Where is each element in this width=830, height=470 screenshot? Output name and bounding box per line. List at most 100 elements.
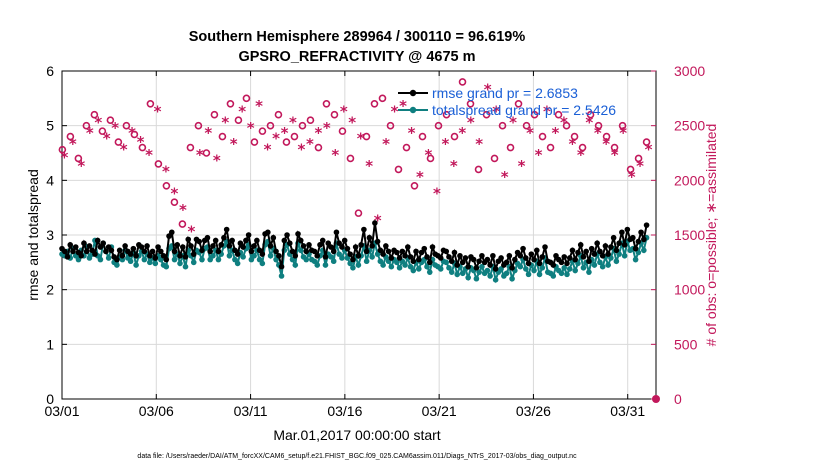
possible-point (146, 100, 155, 108)
possible-point (498, 121, 507, 130)
totalspread-point (330, 258, 337, 265)
rmse-point (399, 248, 406, 255)
assimilated-point: * (399, 97, 407, 115)
legend-rmse-label: rmse grand pr = 2.6853 (432, 85, 578, 101)
assimilated-point: * (619, 124, 627, 142)
y-tick-label: 5 (46, 118, 54, 134)
totalspread-point (550, 273, 557, 279)
assimilated-point: * (425, 146, 433, 164)
rmse-point (506, 252, 513, 259)
rmse-point (212, 237, 219, 244)
totalspread-point (517, 263, 524, 270)
possible-point (242, 94, 251, 103)
rmse-point (597, 248, 603, 255)
rmse-point (402, 252, 408, 259)
totalspread-point (446, 265, 452, 271)
totalspread-point (632, 256, 639, 263)
rmse-point (350, 256, 356, 263)
rmse-point (608, 244, 614, 250)
totalspread-point (328, 254, 334, 260)
totalspread-point (226, 252, 233, 259)
totalspread-point (415, 266, 422, 272)
rmse-point (94, 237, 101, 244)
totalspread-point (240, 254, 246, 260)
assimilated-point: * (204, 124, 212, 142)
rmse-point (490, 252, 496, 259)
rmse-point (577, 242, 584, 248)
possible-point (298, 121, 307, 130)
assimilated-point: * (247, 119, 255, 137)
rmse-point (103, 248, 109, 255)
rmse-point (221, 234, 227, 241)
possible-point (162, 182, 171, 190)
totalspread-point (459, 270, 466, 277)
possible-point (338, 127, 347, 135)
rmse-point (415, 256, 422, 263)
totalspread-point (303, 256, 310, 263)
assimilated-point: * (348, 113, 356, 131)
rmse-point (443, 248, 450, 255)
rmse-point (147, 252, 153, 259)
y2-tick-label: 2000 (674, 172, 705, 188)
rmse-point (610, 234, 617, 241)
rmse-point (503, 259, 510, 266)
assimilated-point: * (518, 157, 526, 175)
totalspread-point (171, 256, 178, 263)
rmse-point (487, 262, 493, 268)
assimilated-point: * (585, 113, 593, 131)
totalspread-point (292, 262, 299, 268)
totalspread-point (267, 252, 274, 259)
possible-point (58, 145, 67, 154)
possible-point (570, 132, 579, 141)
totalspread-point (141, 256, 148, 263)
assimilated-point: * (458, 124, 466, 142)
rmse-point (594, 240, 600, 246)
rmse-point (182, 254, 189, 260)
y2-tick-label: 500 (674, 336, 698, 352)
rmse-point (512, 256, 518, 263)
x-tick-label: 03/31 (610, 403, 645, 419)
rmse-point (470, 256, 477, 263)
possible-point (322, 100, 331, 108)
totalspread-point (97, 256, 104, 263)
possible-point (578, 143, 587, 152)
assimilated-point: * (535, 146, 543, 164)
possible-point (138, 143, 147, 152)
totalspread-point (454, 271, 461, 278)
assimilated-point: * (272, 130, 280, 148)
totalspread-point (259, 260, 266, 267)
rmse-point (643, 222, 650, 228)
rmse-point (144, 243, 150, 249)
possible-point (490, 154, 499, 163)
rmse-point (561, 254, 568, 260)
possible-point (378, 94, 387, 103)
possible-point (226, 100, 235, 108)
totalspread-point (613, 258, 620, 265)
totalspread-point (492, 277, 499, 283)
legend: rmse grand pr = 2.6853 totalspread grand… (398, 85, 616, 118)
chart-title: Southern Hemisphere 289964 / 300110 = 96… (189, 29, 526, 45)
assimilated-point: * (577, 146, 585, 164)
rmse-point (385, 248, 392, 255)
totalspread-point (476, 269, 482, 275)
possible-point (586, 110, 595, 119)
possible-point (434, 121, 443, 130)
possible-point (410, 182, 419, 190)
rmse-point (61, 248, 68, 255)
rmse-point (284, 232, 290, 238)
totalspread-point (350, 265, 356, 271)
totalspread-point (591, 262, 598, 268)
obs-end-marker (652, 395, 660, 403)
rmse-point (163, 256, 170, 263)
rmse-point (355, 252, 362, 259)
legend-rmse-marker (409, 89, 417, 97)
rmse-point (158, 248, 164, 255)
rmse-point (100, 240, 106, 246)
possible-point (170, 198, 179, 206)
x-tick-label: 03/21 (422, 403, 457, 419)
rmse-point (465, 263, 471, 270)
assimilated-point: * (323, 119, 331, 137)
rmse-point (265, 229, 271, 236)
totalspread-point (190, 259, 197, 266)
